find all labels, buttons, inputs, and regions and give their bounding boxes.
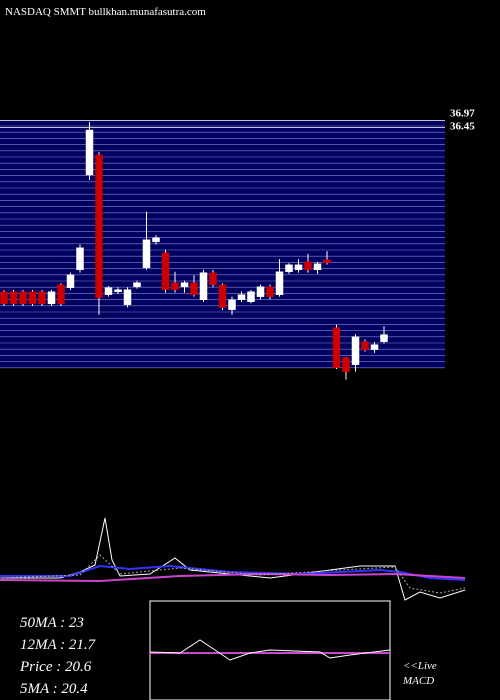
candle-body — [237, 294, 246, 301]
candle-body — [209, 272, 217, 286]
price-line — [0, 517, 466, 601]
candle-body — [285, 264, 293, 273]
candle-body — [9, 291, 18, 305]
indicator-panel — [0, 517, 466, 601]
candle-body — [95, 154, 103, 298]
candle-body — [180, 282, 189, 288]
candle-body — [123, 289, 132, 305]
indicator-label: Price : 20.6 — [19, 659, 92, 675]
live-label: <<Live — [403, 660, 437, 672]
macd-line — [149, 639, 391, 661]
candle-body — [228, 299, 236, 310]
indicator-label: 5MA : 20.4 — [20, 681, 88, 697]
candle-body — [66, 274, 75, 288]
band-lines — [0, 125, 445, 369]
candle-body — [114, 289, 122, 292]
candle-body — [247, 291, 255, 303]
candle-body — [199, 272, 208, 301]
candle-body — [370, 344, 379, 350]
y-tick-label: 36.97 — [450, 107, 475, 119]
candle-body — [0, 291, 8, 305]
indicator-label: 50MA : 23 — [20, 615, 84, 631]
candle-body — [85, 129, 94, 176]
candle-body — [19, 291, 27, 305]
candle-body — [266, 286, 274, 297]
candle-body — [304, 261, 312, 271]
chart-title: NASDAQ SMMT bullkhan.munafasutra.com — [5, 6, 206, 18]
candle-body — [47, 291, 56, 305]
candle-body — [275, 271, 284, 295]
ma-line — [0, 572, 466, 583]
candle-body — [28, 291, 37, 305]
indicator-label: 12MA : 21.7 — [20, 637, 97, 653]
candle-body — [38, 291, 46, 305]
ma-line — [0, 554, 466, 594]
candle-body — [152, 237, 160, 243]
candle-body — [161, 252, 170, 290]
candle-body — [294, 264, 303, 271]
candle-body — [342, 357, 350, 372]
candle-body — [57, 284, 65, 305]
y-tick-label: 36.45 — [450, 120, 475, 132]
candle-body — [76, 247, 84, 271]
candle-body — [351, 336, 360, 365]
candle-body — [332, 327, 341, 368]
candle-body — [104, 287, 113, 295]
candle-body — [323, 259, 331, 264]
candle-body — [133, 282, 141, 288]
candle-body — [171, 282, 179, 290]
candle-body — [256, 286, 265, 297]
candle-body — [218, 284, 227, 308]
candle-body — [380, 334, 388, 342]
macd-label: MACD — [402, 675, 434, 687]
candle-body — [313, 263, 322, 271]
candle-body — [142, 239, 151, 269]
candle-body — [361, 341, 369, 350]
candle-body — [190, 282, 198, 295]
